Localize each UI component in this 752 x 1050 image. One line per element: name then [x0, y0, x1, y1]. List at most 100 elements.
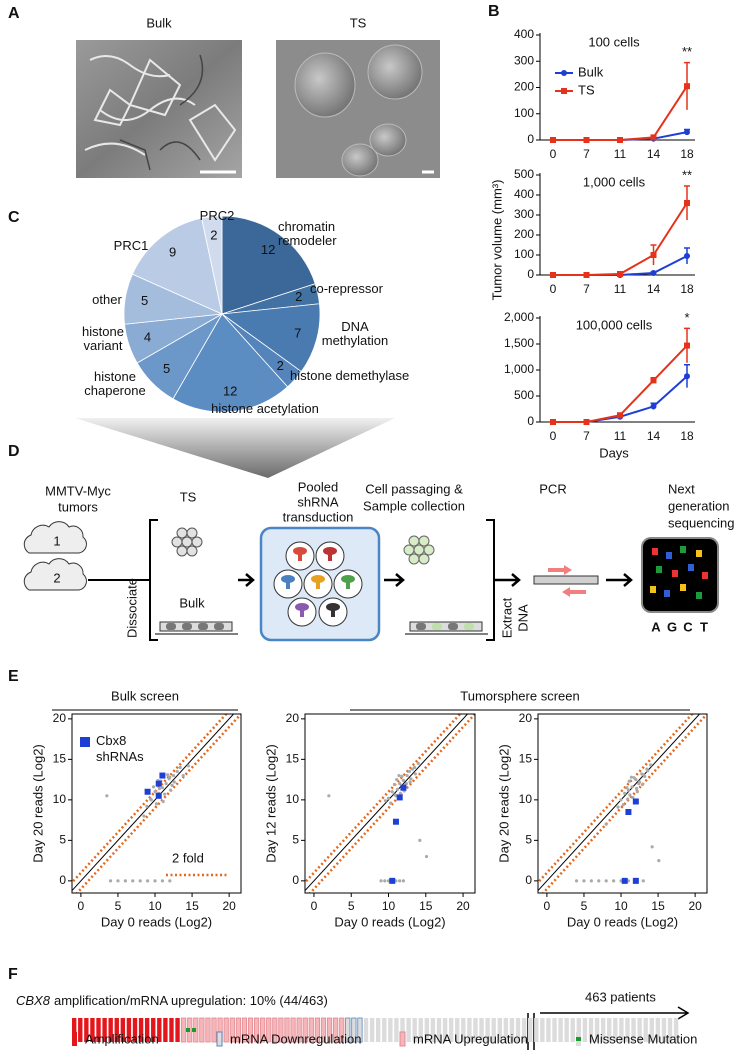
sample [497, 1018, 502, 1042]
bracket [149, 519, 158, 641]
sample [503, 1018, 509, 1042]
x-tick-label: 10 [148, 899, 162, 913]
point [574, 879, 579, 883]
sample [607, 1018, 612, 1042]
bulk-cells-part [214, 623, 224, 630]
sequencing-chip-part [666, 552, 672, 559]
diagram-label: DNA [515, 604, 530, 632]
sample [260, 1017, 266, 1043]
sequencing-chip-part [680, 584, 686, 591]
point [684, 129, 690, 136]
point [604, 822, 608, 826]
point [650, 252, 657, 258]
shrna-point [144, 788, 151, 795]
sample [266, 1017, 272, 1043]
pie-slice [201, 215, 223, 315]
point [617, 412, 623, 419]
ts-image [276, 40, 440, 178]
point [116, 879, 120, 883]
shrna-pool-part-part [298, 551, 302, 561]
shrna-pool-part-part [328, 551, 332, 561]
sample [540, 1018, 545, 1042]
fold-line [541, 714, 707, 893]
sample [376, 1018, 381, 1042]
sample [357, 1017, 363, 1043]
sample [72, 1018, 77, 1042]
x-tick-label: 11 [614, 282, 627, 296]
point [657, 859, 661, 863]
series-line [553, 202, 688, 276]
point [389, 801, 393, 805]
sample [625, 1018, 630, 1042]
sample [430, 1018, 436, 1042]
sample [613, 1018, 618, 1042]
x-tick-label: 20 [456, 899, 470, 913]
sample [534, 1018, 539, 1042]
sample [564, 1018, 569, 1042]
point [643, 774, 647, 778]
point [379, 879, 383, 883]
tumorsphere-part [413, 544, 425, 556]
point [108, 879, 113, 883]
sequencing-chip-part [652, 548, 658, 555]
panel-d: MMTV-Myc tumors 1 2 Dissociate TS Bulk P… [23, 479, 735, 642]
point [160, 786, 165, 790]
sample [491, 1018, 496, 1042]
sample [363, 1018, 369, 1042]
passaged-cells-part [409, 621, 483, 632]
sample [169, 1018, 174, 1042]
point [612, 879, 616, 883]
legend-label: mRNA Downregulation [230, 1031, 362, 1046]
sample [594, 1018, 600, 1042]
slice-label-part: histone demethylase [290, 368, 409, 383]
y-tick-label: 500 [514, 167, 534, 181]
diagram-label: MMTV-Myc [45, 483, 111, 498]
sample [442, 1018, 448, 1042]
screen-header: Tumorsphere screen [460, 688, 579, 703]
diagram-label: sequencing [668, 515, 735, 530]
slice-label: PRC2 [200, 208, 235, 223]
point [640, 782, 645, 787]
tumorsphere-part [181, 536, 193, 548]
diagram-label: Bulk [179, 595, 205, 610]
point [684, 342, 690, 349]
tumor-id: 2 [53, 570, 60, 585]
sample [247, 1017, 254, 1043]
legend-marker [561, 70, 567, 76]
pcr-product-part [562, 587, 586, 597]
alteration-summary: CBX8 amplification/mRNA upregulation: 10%… [16, 993, 328, 1008]
diagram-label: Sample collection [363, 498, 465, 513]
significance: * [684, 310, 689, 325]
y-tick-label: 500 [514, 388, 534, 402]
diagram-label: shRNA [297, 494, 339, 509]
sample [175, 1018, 180, 1042]
sample [163, 1018, 168, 1042]
panel-e-headers: Bulk screen Tumorsphere screen [52, 688, 690, 711]
sample [345, 1017, 351, 1043]
sequencing-chip-part [696, 592, 702, 599]
point [684, 200, 690, 206]
x-tick-label: 20 [688, 899, 702, 913]
sample [673, 1018, 679, 1042]
patients-label: 463 patients [585, 989, 656, 1004]
sample [138, 1018, 144, 1042]
y-tick-label: 100 [514, 247, 534, 261]
sequencing-chip-part [696, 550, 702, 557]
shrna-point [396, 794, 403, 801]
sample [637, 1018, 642, 1042]
point [409, 777, 413, 781]
sample [253, 1017, 260, 1043]
y-axis-title: Day 12 reads (Log2) [263, 744, 278, 863]
sample [102, 1018, 107, 1042]
bulk-cells-part [166, 623, 176, 630]
panel-label: F [8, 966, 18, 983]
panel-a: Bulk TS [76, 15, 440, 178]
panel-label: A [8, 5, 20, 22]
sequencing-chip-part [650, 586, 656, 593]
point [398, 879, 402, 883]
pcr-product-part [533, 575, 599, 585]
point [630, 785, 634, 789]
point [550, 137, 556, 143]
point [418, 838, 422, 842]
tumorsphere-part [423, 544, 435, 556]
